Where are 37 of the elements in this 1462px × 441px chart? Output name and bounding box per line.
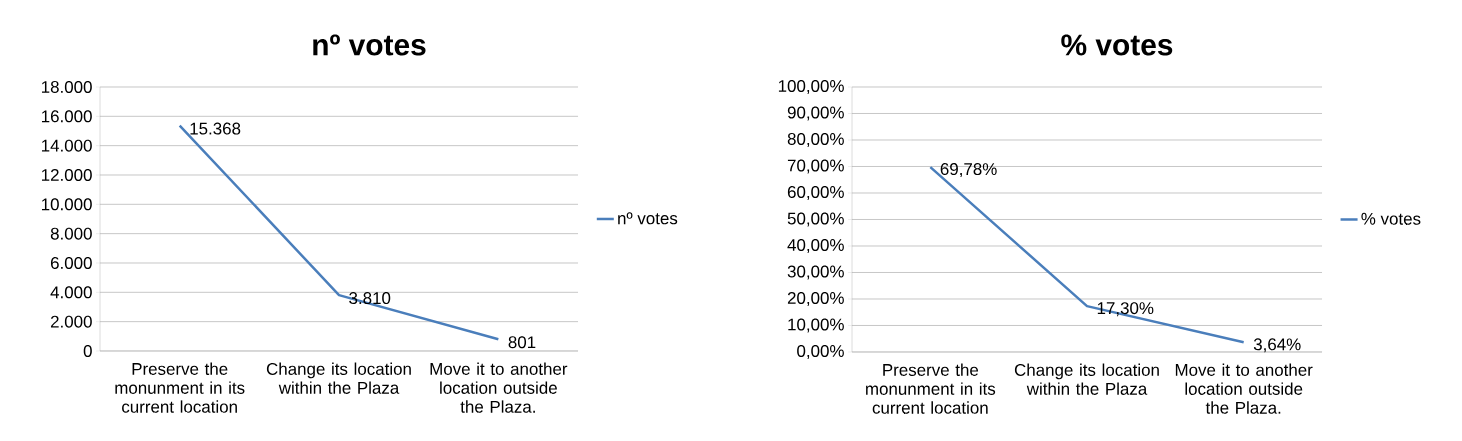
data-label: 3,64% (1253, 338, 1301, 353)
y-tick-label: 8.000 (50, 227, 92, 240)
y-tick-label: 12.000 (41, 168, 92, 181)
chart-title: nº votes (313, 34, 426, 56)
y-tick-label: 40,00% (787, 238, 844, 253)
x-tick-label: Move it to another location outside the Plaza. (430, 362, 568, 413)
chart-title: % votes (1061, 34, 1173, 56)
x-tick-label: Move it to another location outside the Plaza. (1175, 363, 1313, 414)
x-tick-label: Change its location within the Plaza (266, 362, 411, 394)
y-tick-label: 70,00% (787, 159, 844, 174)
y-tick-label: 4.000 (50, 286, 92, 299)
y-tick-label: 6.000 (50, 256, 92, 269)
y-tick-label: 0 (83, 344, 92, 357)
y-tick-label: 16.000 (41, 110, 92, 123)
data-label: 69,78% (940, 163, 997, 178)
y-tick-label: 80,00% (787, 132, 844, 147)
y-tick-label: 10,00% (788, 318, 844, 333)
x-tick-label: Preserve the monunment in its current location (115, 362, 245, 413)
y-tick-label: 2.000 (50, 315, 92, 328)
data-label: 801 (508, 336, 536, 349)
x-tick-label: Preserve the monunment in its current location (866, 363, 996, 414)
y-tick-label: 90,00% (787, 106, 844, 121)
x-tick-label: Change its location within the Plaza (1014, 363, 1159, 395)
y-tick-label: 0,00% (797, 344, 844, 359)
y-tick-label: 10.000 (41, 198, 92, 211)
y-tick-label: 18.000 (41, 80, 92, 93)
y-tick-label: 30,00% (787, 265, 844, 280)
y-tick-label: 20,00% (787, 291, 844, 306)
y-tick-label: 60,00% (787, 185, 844, 200)
y-tick-label: 100,00% (778, 79, 844, 94)
data-label: 17,30% (1097, 302, 1154, 317)
legend-label: nº votes (618, 212, 678, 225)
y-tick-label: 14.000 (41, 139, 92, 152)
legend-label: % votes (1361, 212, 1421, 225)
data-label: 3.810 (349, 292, 391, 305)
y-tick-label: 50,00% (787, 212, 844, 227)
data-label: 15.368 (190, 122, 241, 135)
